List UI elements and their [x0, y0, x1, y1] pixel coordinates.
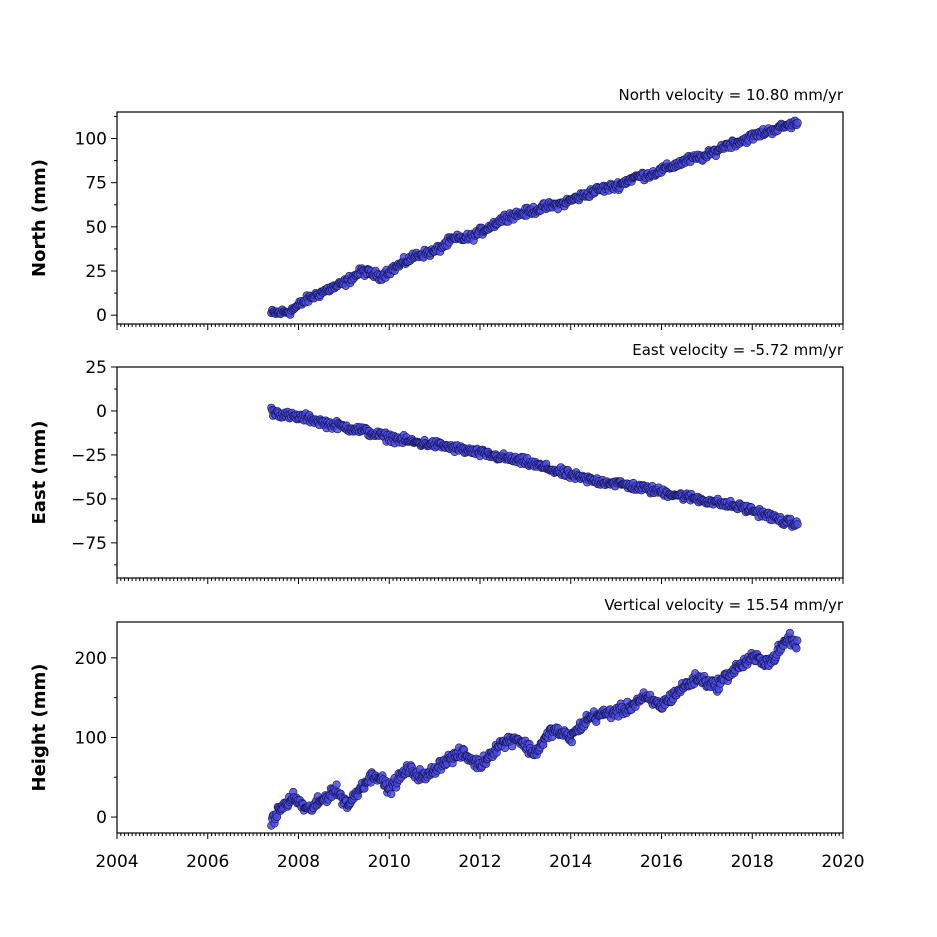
x-tick-label: 2004 [95, 852, 138, 872]
data-point [332, 780, 341, 789]
y-tick-label: −75 [71, 534, 107, 554]
y-tick-label: 0 [96, 306, 107, 326]
x-tick-label: 2012 [458, 852, 501, 872]
y-tick-label: 25 [85, 358, 107, 378]
x-tick-label: 2006 [186, 852, 229, 872]
plot-frame [116, 621, 844, 834]
panel-title: East velocity = -5.72 mm/yr [632, 341, 844, 359]
y-tick-label: 25 [85, 262, 107, 282]
data-point [792, 644, 801, 653]
plot-frame [116, 366, 844, 579]
data-points [267, 116, 802, 319]
panel-title: Vertical velocity = 15.54 mm/yr [604, 596, 844, 614]
x-tick-label: 2016 [640, 852, 683, 872]
data-points [267, 403, 802, 531]
y-tick-label: 100 [75, 728, 107, 748]
x-tick-label: 2008 [277, 852, 320, 872]
x-tick-label: 2018 [731, 852, 774, 872]
panel-2: East velocity = -5.72 mm/yr East (mm) 25 0 −… [29, 341, 844, 584]
panel-1: North velocity = 10.80 mm/yr North (mm) 0 2… [29, 86, 844, 330]
data-point [793, 520, 802, 529]
x-tick-label: 2020 [821, 852, 864, 872]
data-point [793, 118, 802, 127]
y-axis-label: Height (mm) [29, 664, 50, 792]
y-tick-label: 75 [85, 174, 107, 194]
x-tick-label: 2010 [368, 852, 411, 872]
y-axis-label: North (mm) [29, 159, 50, 277]
data-points [267, 628, 802, 830]
data-point [387, 789, 396, 799]
y-tick-label: 0 [96, 808, 107, 828]
x-tick-label: 2014 [549, 852, 592, 872]
data-point [508, 742, 517, 751]
data-point [793, 636, 802, 645]
y-tick-label: 200 [75, 649, 107, 669]
y-tick-label: 100 [75, 130, 107, 150]
y-tick-label: 0 [96, 402, 107, 422]
y-tick-label: −25 [71, 446, 107, 466]
data-point [567, 738, 576, 747]
y-axis-label: East (mm) [29, 421, 50, 525]
panel-3: Vertical velocity = 15.54 mm/yr Height (m… [29, 596, 865, 872]
panel-title: North velocity = 10.80 mm/yr [619, 86, 844, 104]
y-tick-label: 50 [85, 218, 107, 238]
y-tick-label: −50 [71, 490, 107, 510]
